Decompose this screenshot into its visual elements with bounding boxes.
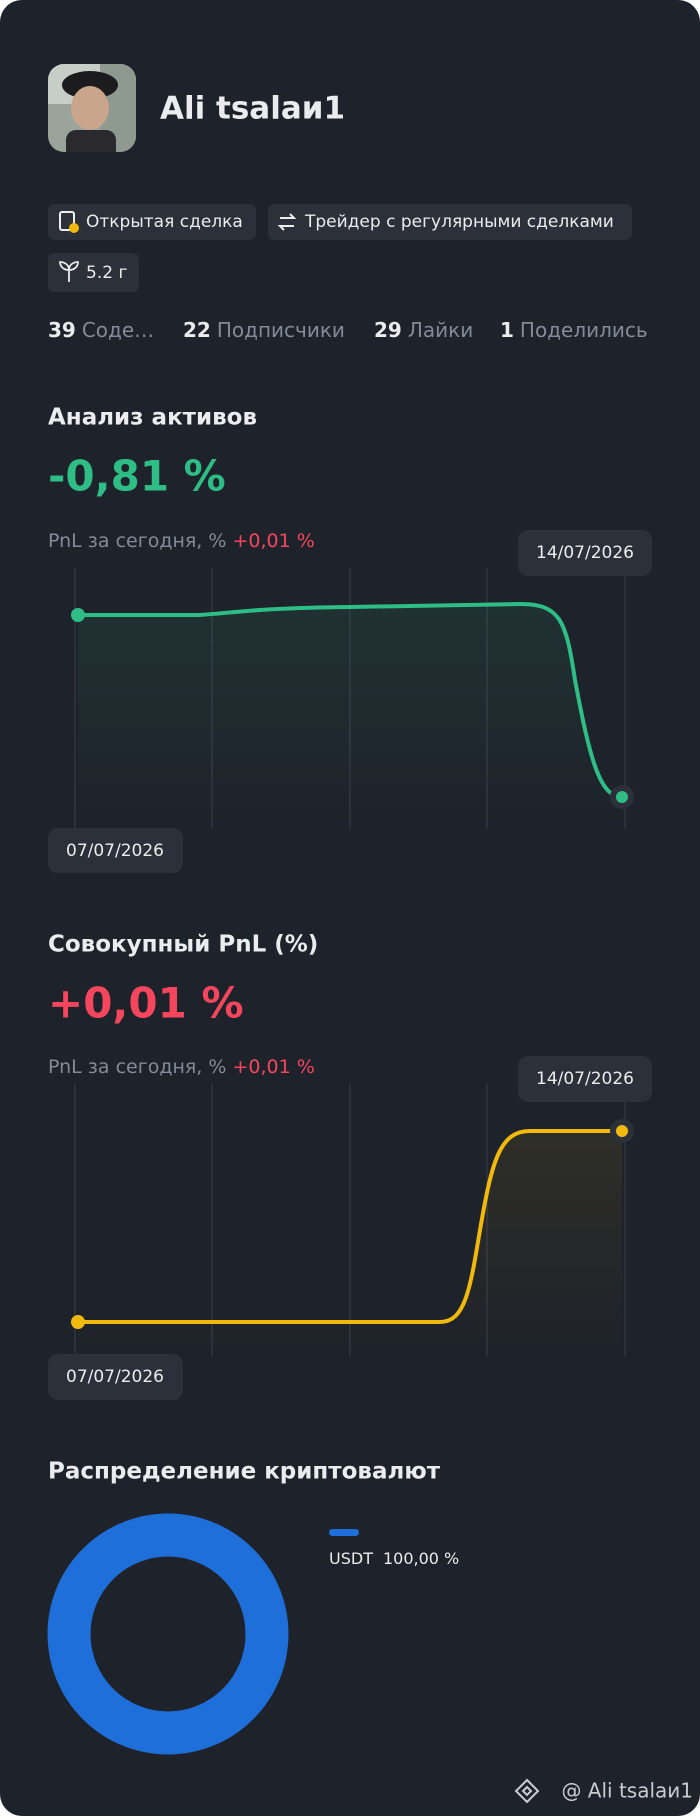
subtitle-label: PnL за сегодня, % <box>48 1056 226 1078</box>
profile-name: Ali tsalaи1 <box>160 91 345 127</box>
legend-asset: USDT <box>329 1549 373 1568</box>
area <box>78 604 622 829</box>
legend-swatch <box>329 1529 359 1536</box>
tag-label: Трейдер с регулярными сделками <box>304 212 614 232</box>
subtitle-value: +0,01 % <box>232 1056 314 1078</box>
stat-count: 1 <box>500 318 514 342</box>
section-subtitle: PnL за сегодня, % +0,01 % <box>48 1056 315 1078</box>
avatar <box>48 64 136 152</box>
stat-label: Соде… <box>82 318 154 342</box>
tooltip-date: 07/07/2026 <box>66 841 164 861</box>
stat: 22 Подписчики <box>183 318 345 342</box>
tag-icon-dot <box>69 223 79 233</box>
stat-count: 22 <box>183 318 211 342</box>
tooltip <box>518 530 652 576</box>
line <box>76 1129 624 1324</box>
subtitle-value: +0,01 % <box>232 530 314 552</box>
stat: 1 Поделились <box>500 318 648 342</box>
tag-icon <box>59 211 75 231</box>
line-point <box>616 1125 628 1137</box>
stat: 39 Соде… <box>48 318 154 342</box>
line <box>76 601 624 799</box>
line-point <box>616 791 628 803</box>
stat-label: Лайки <box>408 318 473 342</box>
section-subtitle: PnL за сегодня, % +0,01 % <box>48 530 315 552</box>
stat-label: Подписчики <box>217 318 345 342</box>
footer-handle: @ Ali tsalaи1 <box>561 1779 693 1803</box>
tag-label: 5.2 г <box>86 263 127 283</box>
stat: 29 Лайки <box>374 318 473 342</box>
tag-bg <box>268 204 632 240</box>
tooltip-date: 14/07/2026 <box>536 543 634 563</box>
subtitle-label: PnL за сегодня, % <box>48 530 226 552</box>
line-point <box>71 1315 85 1329</box>
tooltip-date: 14/07/2026 <box>536 1069 634 1089</box>
tooltip <box>518 1056 652 1102</box>
tag-icon <box>59 261 79 282</box>
tooltip <box>48 828 183 873</box>
legend-share: 100,00 % <box>383 1549 459 1568</box>
section-title: Анализ активов <box>48 405 257 431</box>
section-value: -0,81 % <box>48 452 226 501</box>
donut-ring <box>47 1513 289 1755</box>
line-point <box>71 608 85 622</box>
section-value: +0,01 % <box>48 979 244 1028</box>
section-title: Распределение криптовалют <box>48 1459 441 1485</box>
brand-logo <box>514 1778 540 1804</box>
tooltip-date: 07/07/2026 <box>66 1367 164 1387</box>
tag-label: Открытая сделка <box>86 212 243 232</box>
legend-entry: USDT 100,00 % <box>329 1549 459 1568</box>
stat-count: 29 <box>374 318 402 342</box>
tag-bg <box>48 253 139 292</box>
tag-icon <box>277 213 297 231</box>
tooltip <box>48 1354 183 1400</box>
area <box>78 1131 622 1356</box>
tag-bg <box>48 204 256 240</box>
stat-label: Поделились <box>520 318 648 342</box>
section-title: Совокупный PnL (%) <box>48 932 318 958</box>
stat-count: 39 <box>48 318 76 342</box>
